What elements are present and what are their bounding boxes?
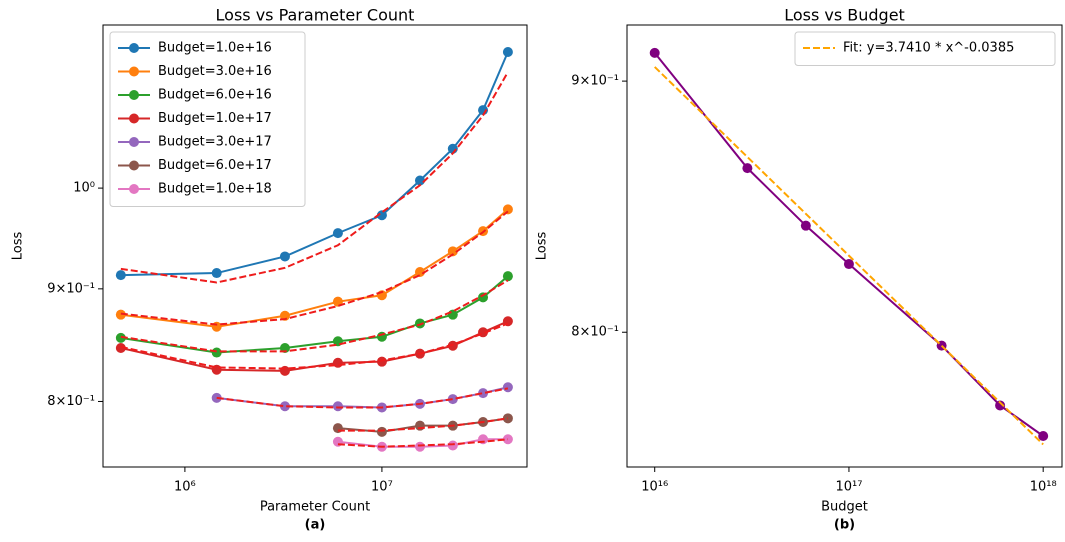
data-point	[376, 331, 387, 342]
legend-marker	[129, 113, 139, 124]
data-point	[502, 204, 513, 215]
legend-label: Budget=1.0e+18	[158, 182, 272, 197]
legend-marker	[129, 90, 139, 100]
data-point	[211, 268, 222, 279]
x-axis-label: Budget	[821, 500, 868, 515]
data-point	[279, 251, 290, 262]
data-point	[742, 163, 753, 174]
legend-marker	[129, 137, 139, 147]
fit-line	[337, 417, 509, 432]
x-tick-label: 10⁶	[174, 480, 196, 495]
legend-label: Budget=1.0e+16	[158, 41, 272, 56]
legend-label: Budget=1.0e+17	[158, 111, 272, 126]
fit-line	[216, 387, 509, 409]
plot-frame	[102, 24, 528, 468]
plot-frame	[626, 24, 1063, 468]
y-tick-label: 10⁰	[73, 181, 95, 196]
data-point	[115, 332, 126, 343]
data-point	[332, 228, 343, 239]
fit-line	[654, 66, 1044, 446]
data-point	[414, 441, 425, 452]
legend-label: Budget=3.0e+16	[158, 64, 272, 79]
data-point	[447, 440, 458, 451]
y-tick-label: 8×10⁻¹	[571, 325, 619, 340]
data-point	[843, 259, 854, 270]
legend-box	[794, 31, 1056, 66]
data-point	[502, 382, 513, 393]
series-line	[653, 52, 1044, 437]
x-tick-label: 10¹⁷	[835, 480, 862, 495]
legend-marker	[129, 43, 139, 53]
chart-title: Loss vs Budget	[784, 6, 905, 25]
data-point	[649, 47, 660, 58]
data-point	[447, 394, 458, 405]
data-point	[211, 347, 222, 358]
data-point	[332, 401, 343, 412]
x-tick-label: 10⁷	[371, 480, 393, 495]
y-axis-label: Loss	[11, 232, 26, 261]
data-point	[115, 343, 126, 354]
fit-line	[337, 438, 509, 448]
legend-label: Budget=6.0e+16	[158, 88, 272, 103]
legend-marker	[129, 66, 139, 77]
legend-label: Budget=6.0e+17	[158, 158, 272, 173]
y-tick-label: 9×10⁻¹	[571, 74, 619, 89]
data-point	[414, 420, 425, 431]
caption: (b)	[834, 518, 855, 533]
y-tick-label: 8×10⁻¹	[47, 394, 95, 409]
legend-label: Budget=3.0e+17	[158, 135, 272, 150]
legend-label: Fit: y=3.7410 * x^-0.0385	[843, 41, 1014, 56]
x-tick-label: 10¹⁸	[1030, 480, 1057, 495]
data-point	[995, 400, 1006, 411]
data-point	[447, 340, 458, 351]
data-point	[800, 220, 811, 231]
legend-marker	[129, 160, 139, 171]
data-point	[115, 270, 126, 281]
caption: (a)	[305, 518, 326, 533]
series-line	[216, 386, 509, 409]
data-point	[376, 210, 387, 221]
legend-marker	[129, 184, 139, 194]
data-point	[502, 46, 513, 57]
y-axis-label: Loss	[535, 232, 550, 261]
data-point	[115, 309, 126, 320]
data-point	[447, 246, 458, 257]
data-point	[478, 388, 489, 399]
x-tick-label: 10¹⁶	[641, 480, 668, 495]
y-tick-label: 9×10⁻¹	[47, 281, 95, 296]
fit-line	[120, 210, 509, 326]
series-line	[120, 208, 509, 328]
data-point	[332, 423, 343, 434]
chart-title: Loss vs Parameter Count	[216, 6, 415, 25]
data-point	[279, 365, 290, 376]
data-point	[414, 266, 425, 277]
data-point	[376, 426, 387, 437]
legend-box	[109, 31, 306, 207]
data-point	[414, 175, 425, 186]
data-point	[447, 309, 458, 320]
x-axis-label: Parameter Count	[260, 500, 370, 515]
fit-line	[120, 279, 509, 353]
fit-line	[120, 322, 509, 370]
data-point	[279, 401, 290, 412]
data-point	[1038, 430, 1049, 441]
data-point	[502, 271, 513, 282]
fit-line	[120, 71, 509, 284]
